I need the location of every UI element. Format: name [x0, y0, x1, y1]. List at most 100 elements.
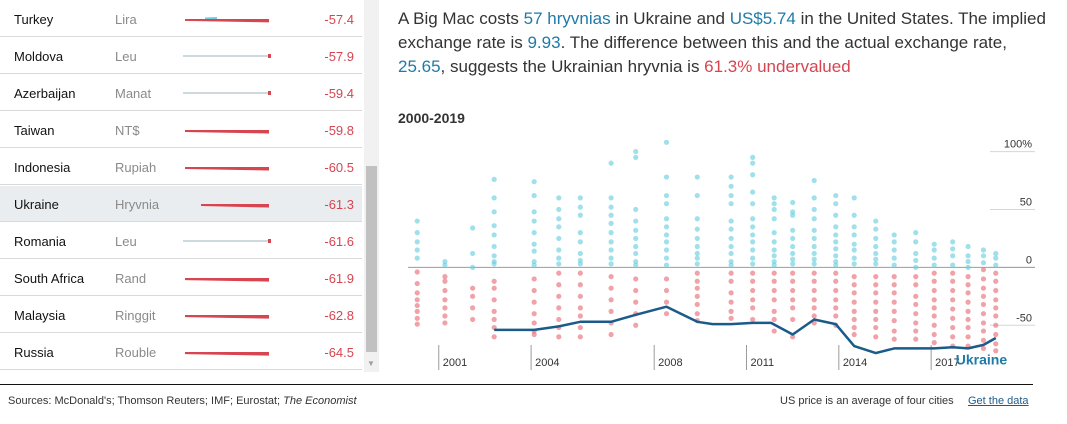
country-valuation-dot	[873, 250, 879, 257]
country-valuation-dot	[913, 257, 919, 264]
table-row[interactable]: Romania Leu -61.6	[0, 223, 362, 259]
country-valuation-dot	[891, 318, 897, 324]
country-valuation-dot	[931, 322, 937, 328]
table-scrollbar[interactable]: ▼	[364, 0, 379, 372]
country-valuation-dot	[931, 287, 937, 294]
country-valuation-dot	[980, 328, 987, 334]
country-valuation-dot	[728, 183, 734, 189]
table-row[interactable]: Moldova Leu -57.9	[0, 38, 362, 74]
table-row[interactable]: Turkey Lira -57.4	[0, 1, 362, 37]
country-valuation-dot	[750, 154, 756, 160]
scrollbar-thumb[interactable]	[366, 166, 377, 352]
country-valuation-dot	[771, 262, 777, 268]
country-valuation-dot	[442, 313, 448, 319]
valuation-value: -64.5	[324, 345, 354, 360]
country-valuation-dot	[577, 305, 583, 311]
country-valuation-dot	[851, 247, 857, 253]
country-valuation-dot	[771, 278, 777, 284]
x-tick-label: 2011	[751, 357, 775, 369]
country-valuation-dot	[980, 276, 987, 282]
valuation-value: -61.3	[324, 197, 354, 212]
country-valuation-dot	[913, 311, 919, 317]
country-valuation-dot	[873, 282, 879, 288]
country-valuation-dot	[531, 218, 537, 224]
y-tick-label: 50	[1020, 196, 1032, 208]
country-valuation-dot	[491, 334, 497, 340]
country-valuation-dot	[891, 299, 897, 305]
us-price: US$5.74	[729, 9, 796, 28]
country-valuation-dot	[663, 239, 670, 245]
table-row[interactable]: South Africa Rand -61.9	[0, 260, 362, 296]
country-valuation-dot	[913, 336, 919, 342]
country-valuation-dot	[851, 261, 857, 267]
table-row[interactable]: Ukraine Hryvnia -61.3	[0, 186, 362, 222]
country-valuation-dot	[993, 287, 999, 294]
country-valuation-dot	[950, 253, 956, 259]
valuation-summary: A Big Mac costs 57 hryvnias in Ukraine a…	[398, 7, 1048, 79]
country-valuation-dot	[694, 174, 700, 180]
country-valuation-dot	[750, 261, 756, 267]
country-valuation-dot	[556, 206, 562, 213]
table-row[interactable]: Taiwan NT$ -59.8	[0, 112, 362, 148]
country-valuation-dot	[965, 316, 971, 323]
country-valuation-dot	[470, 316, 476, 323]
country-valuation-dot	[470, 264, 476, 270]
currency-name: Leu	[115, 49, 137, 64]
country-valuation-dot	[556, 270, 562, 276]
country-valuation-dot	[694, 285, 700, 291]
country-valuation-dot	[913, 264, 919, 270]
country-valuation-dot	[577, 230, 583, 236]
country-valuation-dot	[833, 270, 839, 276]
country-valuation-dot	[771, 297, 777, 303]
country-valuation-dot	[750, 305, 756, 311]
country-valuation-dot	[891, 308, 897, 314]
country-valuation-dot	[873, 235, 879, 242]
country-name: Moldova	[14, 49, 64, 64]
country-valuation-dot	[965, 299, 971, 305]
country-valuation-dot	[663, 232, 670, 238]
country-valuation-dot	[633, 206, 639, 213]
table-row[interactable]: Russia Rouble -64.5	[0, 334, 362, 370]
country-valuation-dot	[577, 239, 583, 245]
country-valuation-dot	[442, 320, 448, 326]
country-valuation-dot	[694, 255, 700, 261]
country-valuation-dot	[663, 276, 670, 282]
country-valuation-dot	[694, 270, 700, 276]
country-valuation-dot	[980, 247, 987, 253]
country-valuation-dot	[414, 302, 420, 309]
local-price: 57 hryvnias	[523, 9, 611, 28]
table-row[interactable]: Indonesia Rupiah -60.5	[0, 149, 362, 185]
country-valuation-dot	[811, 216, 817, 222]
country-valuation-dot	[694, 192, 700, 199]
period-label: 2000-2019	[398, 110, 465, 126]
currency-table: Turkey Lira -57.4 Moldova Leu -57.9 Azerbaijan…	[0, 0, 380, 372]
country-valuation-dot	[531, 311, 537, 317]
country-valuation-dot	[663, 299, 670, 305]
country-valuation-dot	[577, 250, 583, 257]
country-valuation-dot	[891, 282, 897, 288]
country-valuation-dot	[913, 320, 919, 326]
country-valuation-dot	[491, 232, 497, 238]
country-valuation-dot	[811, 177, 817, 184]
triangle-down-icon[interactable]: ▼	[367, 359, 375, 368]
country-valuation-dot	[993, 270, 999, 276]
country-valuation-dot	[531, 248, 537, 254]
table-row[interactable]: Malaysia Ringgit -62.8	[0, 297, 362, 333]
summary-text: A Big Mac costs	[398, 9, 524, 28]
country-valuation-dot	[608, 212, 614, 218]
country-name: Indonesia	[14, 160, 71, 175]
country-valuation-dot	[931, 241, 937, 247]
country-valuation-dot	[980, 337, 987, 343]
country-valuation-dot	[633, 250, 639, 257]
country-valuation-dot	[442, 287, 448, 294]
sparkline	[183, 54, 271, 58]
country-valuation-dot	[442, 274, 448, 280]
currency-name: Manat	[115, 86, 152, 101]
country-valuation-dot	[993, 278, 999, 284]
country-valuation-dot	[873, 218, 879, 224]
country-valuation-dot	[771, 239, 777, 245]
get-data-link[interactable]: Get the data	[968, 395, 1029, 407]
table-row[interactable]: Azerbaijan Manat -59.4	[0, 75, 362, 111]
valuation-verdict: 61.3% undervalued	[704, 57, 851, 76]
currency-name: Rupiah	[115, 160, 157, 175]
